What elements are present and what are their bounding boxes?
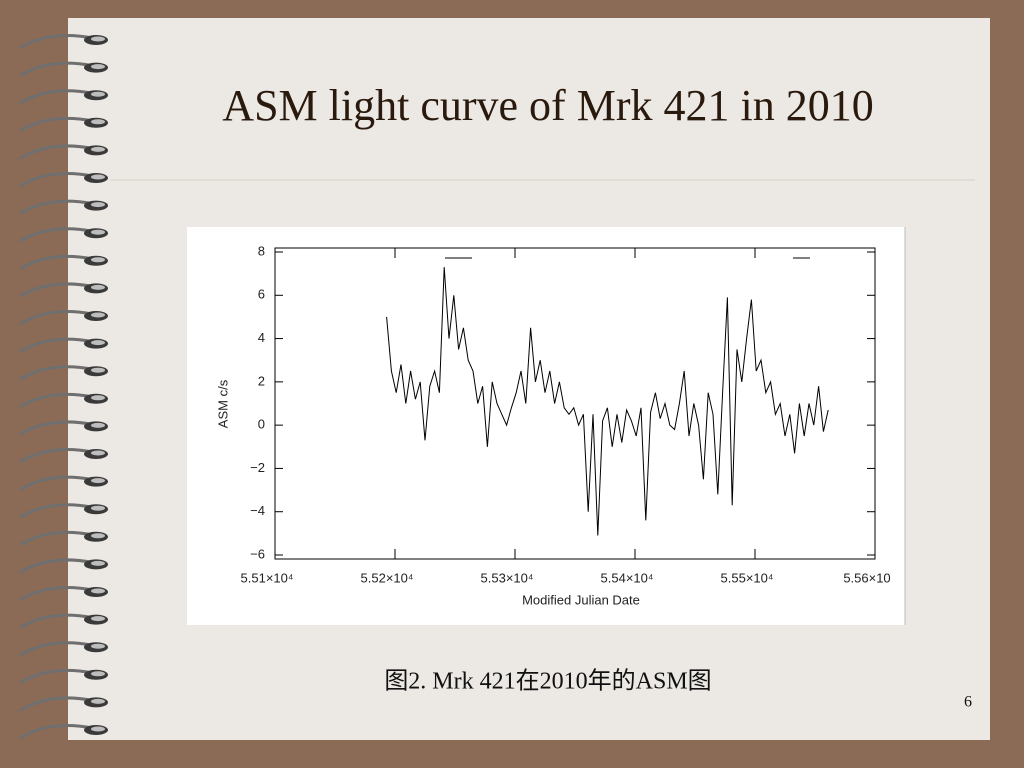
binding [19, 34, 108, 740]
x-tick-label: 5.52×10⁴ [361, 570, 414, 585]
ring-hilite [91, 478, 105, 484]
y-tick-label: −4 [250, 503, 265, 518]
ring-wire [19, 337, 93, 353]
ring-hilite [91, 395, 105, 401]
ring-hilite [91, 146, 105, 152]
ring-hilite [91, 698, 105, 704]
ring-wire [19, 420, 93, 436]
ring-wire [19, 144, 93, 160]
x-tick-label: 5.56×10 [843, 570, 890, 585]
ring-hilite [91, 726, 105, 732]
y-tick-label: 6 [258, 287, 265, 302]
ring-wire [19, 310, 93, 326]
ring-wire [19, 641, 93, 657]
ring-hilite [91, 367, 105, 373]
ring-hilite [91, 91, 105, 97]
ring-hilite [91, 450, 105, 456]
light-curve [386, 267, 829, 536]
ring-wire [19, 199, 93, 215]
x-tick-label: 5.53×10⁴ [481, 570, 534, 585]
ring-hilite [91, 174, 105, 180]
x-tick-label: 5.54×10⁴ [601, 570, 654, 585]
ring-wire [19, 503, 93, 519]
ring-hilite [91, 64, 105, 70]
ring-wire [19, 392, 93, 409]
x-tick-label: 5.51×10⁴ [241, 570, 294, 585]
ring-wire [19, 254, 93, 271]
ring-wire [19, 668, 93, 685]
caption: 图2. Mrk 421在2010年的ASM图 [384, 668, 711, 695]
ring-hilite [91, 505, 105, 511]
page-number: 6 [964, 694, 972, 711]
y-tick-label: 0 [258, 417, 265, 432]
ring-wire [19, 116, 93, 133]
ring-hilite [91, 257, 105, 263]
ring-hilite [91, 560, 105, 566]
ring-hilite [91, 643, 105, 649]
y-tick-label: 8 [258, 243, 265, 258]
slide-title: ASM light curve of Mrk 421 in 2010 [222, 81, 873, 130]
y-axis-label: ASM c/s [215, 379, 230, 428]
ring-hilite [91, 202, 105, 208]
ring-wire [19, 172, 93, 188]
ring-hilite [91, 671, 105, 677]
ring-wire [19, 282, 93, 298]
ring-wire [19, 34, 93, 50]
ring-wire [19, 89, 93, 105]
ring-hilite [91, 340, 105, 346]
ring-wire [19, 696, 93, 712]
ring-wire [19, 530, 93, 547]
y-tick-label: 2 [258, 373, 265, 388]
ring-hilite [91, 422, 105, 428]
ring-wire [19, 475, 93, 491]
ring-wire [19, 613, 93, 629]
y-tick-label: 4 [258, 330, 265, 345]
ring-wire [19, 61, 93, 77]
ring-hilite [91, 533, 105, 539]
ring-hilite [91, 616, 105, 622]
ring-wire [19, 724, 93, 740]
ring-wire [19, 558, 93, 574]
ring-wire [19, 227, 93, 243]
ring-hilite [91, 36, 105, 42]
ring-wire [19, 365, 93, 381]
ring-wire [19, 448, 93, 464]
ring-wire [19, 586, 93, 602]
ring-hilite [91, 284, 105, 290]
x-tick-label: 5.55×10⁴ [721, 570, 774, 585]
plot-frame [274, 247, 876, 560]
ring-hilite [91, 229, 105, 235]
ring-hilite [91, 119, 105, 125]
y-tick-label: −6 [250, 546, 265, 561]
ring-hilite [91, 588, 105, 594]
ring-hilite [91, 312, 105, 318]
x-axis-label: Modified Julian Date [522, 592, 640, 607]
y-tick-label: −2 [250, 460, 265, 475]
